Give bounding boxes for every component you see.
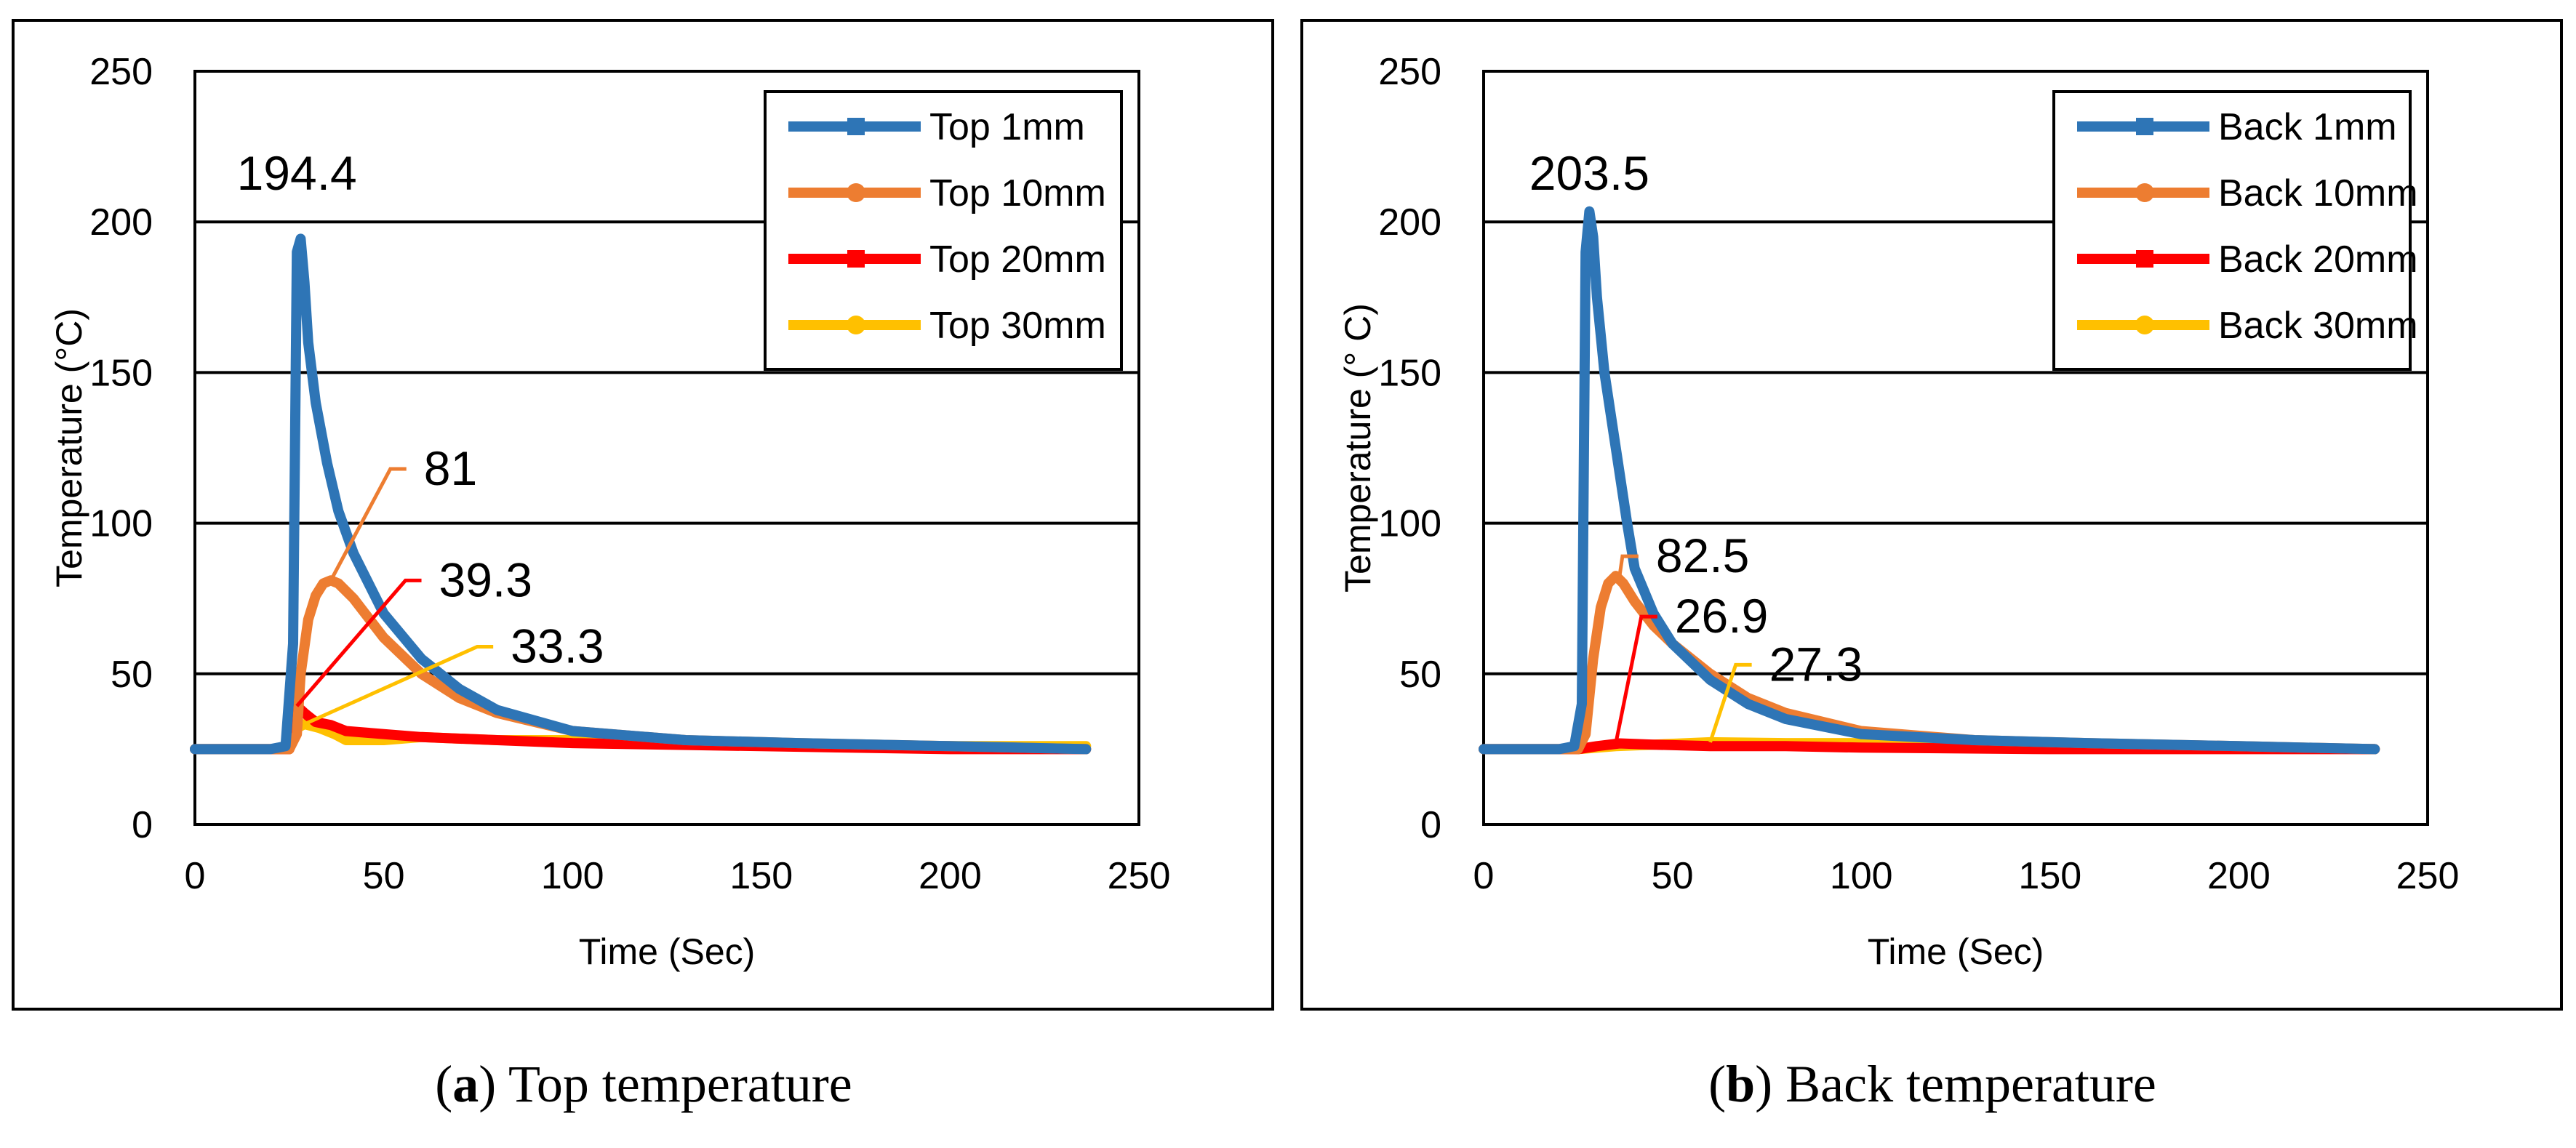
- chart-panel-top: 0 50 100 150 200 250 0 50 100 150 200 250 Time (Sec)…: [0, 0, 1287, 1148]
- chart-0-xtick-label-150: 150: [729, 855, 793, 897]
- chart-1-series-line-2: [1479, 738, 2380, 755]
- chart-1-legend-label-3: Back 30mm: [2218, 305, 2418, 347]
- chart-1-annotation-label-0: 203.5: [1529, 146, 1649, 200]
- chart-0-xtick-label-100: 100: [541, 855, 604, 897]
- chart-0-annotation-label-0: 194.4: [237, 146, 357, 200]
- chart-0-xtick-label-0: 0: [185, 855, 206, 897]
- chart-1-xtick-label-250: 250: [2396, 855, 2460, 897]
- chart-0-legend-label-1: Top 10mm: [929, 172, 1106, 214]
- chart-0-annotation-leader-1: [329, 467, 407, 582]
- chart-1-annotation-label-1: 82.5: [1656, 529, 1749, 582]
- caption-a-text: ) Top temperature: [479, 1055, 852, 1113]
- chart-1-legend-swatch-marker-1: [2135, 183, 2154, 202]
- chart-1-xtick-label-0: 0: [1473, 855, 1495, 897]
- chart-0-ytick-label-150: 150: [89, 352, 153, 394]
- chart-0-legend-swatch-marker-3: [847, 316, 865, 334]
- chart-0-annotation-label-2: 39.3: [439, 553, 532, 606]
- chart-1-annotation-leader-1: [1617, 554, 1639, 577]
- chart-0-legend-label-3: Top 30mm: [929, 305, 1106, 347]
- chart-0-legend-label-0: Top 1mm: [929, 106, 1085, 148]
- chart-1-legend-swatch-marker-2: [2136, 250, 2153, 268]
- chart-0-legend-swatch-marker-1: [847, 183, 865, 202]
- chart-0-series-line-0: [190, 233, 1092, 755]
- chart-0-annotation-leader-2: [295, 578, 422, 707]
- chart-0-legend-swatch-marker-0: [847, 118, 865, 135]
- caption-b-letter: b: [1726, 1055, 1756, 1113]
- chart-1-ytick-label-50: 50: [1399, 654, 1441, 696]
- chart-0-xtick-label-250: 250: [1108, 855, 1171, 897]
- chart-0-ytick-label-50: 50: [111, 654, 153, 696]
- chart-1-legend-label-0: Back 1mm: [2218, 106, 2397, 148]
- caption-a: (a) Top temperature: [435, 1055, 852, 1113]
- caption-a-letter: a: [452, 1055, 479, 1113]
- chart-1-y-axis-title: Temperature (° C): [1337, 303, 1378, 593]
- chart-0-annotation-leader-3: [303, 645, 494, 726]
- chart-1-ytick-label-200: 200: [1378, 201, 1441, 244]
- chart-1-annotation-label-3: 27.3: [1769, 637, 1863, 691]
- chart-1-ytick-label-100: 100: [1378, 503, 1441, 545]
- chart-1-ytick-label-150: 150: [1378, 352, 1441, 394]
- chart-1-annotation-label-2: 26.9: [1675, 589, 1768, 643]
- chart-1-annotation-leader-2: [1614, 614, 1657, 744]
- caption-b: (b) Back temperature: [1708, 1055, 2156, 1113]
- chart-0-annotation-label-3: 33.3: [511, 619, 604, 673]
- chart-top-temperature: 0 50 100 150 200 250 0 50 100 150 200 250 Time (Sec)…: [12, 19, 1274, 1011]
- chart-1-legend-swatch-marker-3: [2135, 316, 2154, 334]
- chart-1-xtick-label-100: 100: [1830, 855, 1893, 897]
- chart-0-ytick-label-200: 200: [89, 201, 153, 244]
- chart-1-series-line-0: [1479, 206, 2380, 755]
- chart-0-ytick-label-250: 250: [89, 51, 153, 93]
- caption-b-text: ) Back temperature: [1755, 1055, 2156, 1113]
- chart-0-ytick-label-0: 0: [132, 804, 153, 846]
- chart-0-annotation-label-1: 81: [424, 441, 477, 495]
- chart-1-ytick-label-250: 250: [1378, 51, 1441, 93]
- chart-1-legend-label-1: Back 10mm: [2218, 172, 2418, 214]
- chart-0-plot-area: [193, 70, 1140, 826]
- chart-1-plot-area: [1482, 70, 2429, 826]
- chart-0-y-axis-title: Temperature (°C): [49, 308, 89, 587]
- chart-0-xtick-label-200: 200: [919, 855, 982, 897]
- chart-back-temperature: 0 50 100 150 200 250 0 50 100 150 200 250 Time (Sec)…: [1300, 19, 2563, 1011]
- chart-1-annotation-leader-3: [1708, 662, 1752, 743]
- chart-1-xtick-label-200: 200: [2207, 855, 2271, 897]
- chart-0-ytick-label-100: 100: [89, 503, 153, 545]
- chart-0-xtick-label-50: 50: [363, 855, 405, 897]
- chart-0-x-axis-title: Time (Sec): [579, 931, 756, 972]
- chart-1-legend-swatch-marker-0: [2136, 118, 2153, 135]
- chart-1-ytick-label-0: 0: [1420, 804, 1441, 846]
- chart-1-legend-label-2: Back 20mm: [2218, 238, 2418, 281]
- chart-0-legend-label-2: Top 20mm: [929, 238, 1106, 281]
- chart-1-xtick-label-50: 50: [1652, 855, 1694, 897]
- chart-0-legend-swatch-marker-2: [847, 250, 865, 268]
- chart-1-x-axis-title: Time (Sec): [1868, 931, 2044, 972]
- chart-panel-back: 0 50 100 150 200 250 0 50 100 150 200 250 Time (Sec)…: [1289, 0, 2576, 1148]
- chart-1-xtick-label-150: 150: [2018, 855, 2081, 897]
